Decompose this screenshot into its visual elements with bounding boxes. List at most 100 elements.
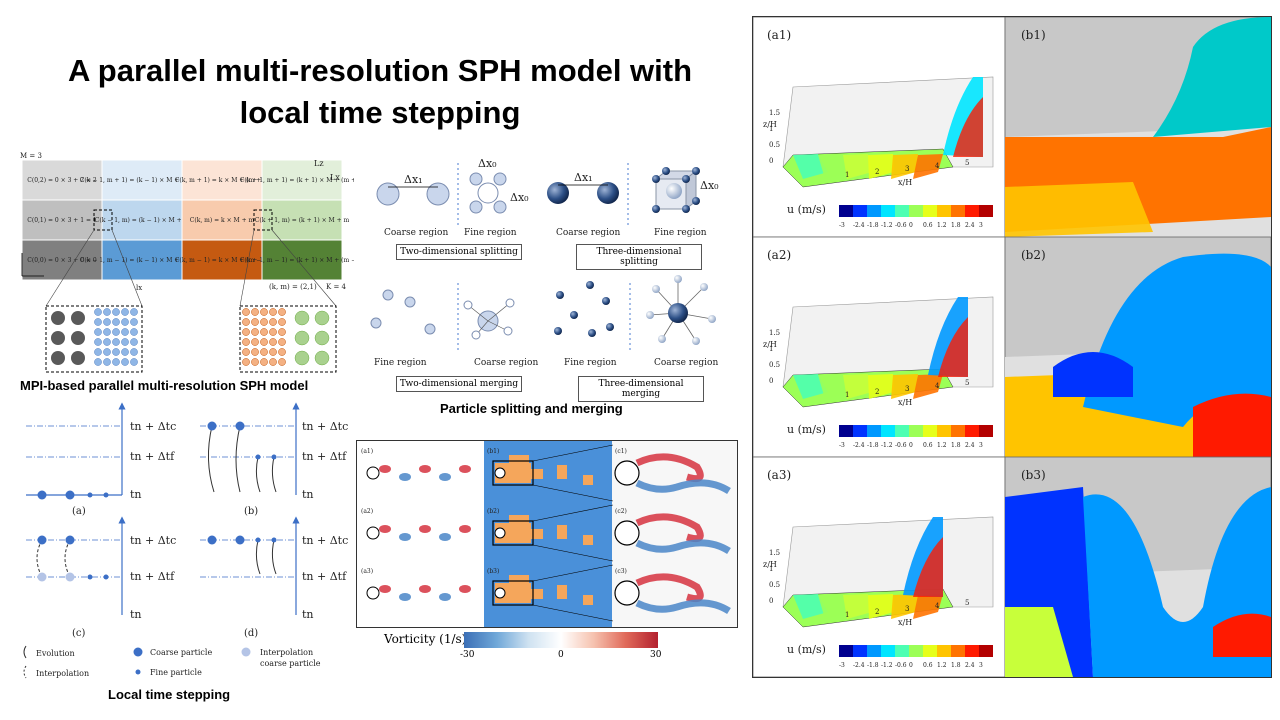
coarse-particle xyxy=(294,350,310,366)
fine-particle xyxy=(278,338,286,346)
zoom-line xyxy=(45,229,95,307)
zoom-line xyxy=(111,229,143,307)
grid-cell xyxy=(261,239,343,281)
z-tick: 1 xyxy=(769,125,773,133)
x-tick: 2 xyxy=(875,168,879,176)
zoom-box-right xyxy=(253,209,273,231)
two-d-merging-box: Two-dimensional merging xyxy=(396,376,522,392)
grid-cell-label: C(k + 1, m − 1) = (k + 1) × M + (m − 1) xyxy=(240,257,354,264)
fine-particle xyxy=(260,338,268,346)
fine-particle-2d xyxy=(382,289,394,301)
coarse-particle xyxy=(314,310,330,326)
z-axis-label: z/H xyxy=(763,340,777,349)
parent-particle-2d xyxy=(477,182,499,204)
dx1-label: Δx₁ xyxy=(404,173,423,186)
vorticity-colorbar xyxy=(464,632,658,648)
coarse-region-label-merge-3d: Coarse region xyxy=(654,358,718,368)
fine-particle xyxy=(103,338,111,346)
tf-label: tn + Δtf xyxy=(302,570,347,583)
vort-label-b: (b3) xyxy=(487,568,499,575)
grid-cell xyxy=(21,159,103,201)
tn-label: tn xyxy=(302,488,314,501)
fine-particle xyxy=(103,358,111,366)
k-label: K = 4 xyxy=(326,283,347,291)
x-tick: 4 xyxy=(935,602,940,610)
colorbar-segment xyxy=(839,205,853,217)
zoom-inset-right xyxy=(239,305,337,373)
interp-coarse-icon xyxy=(241,647,251,657)
cylinder-zoom xyxy=(614,460,640,486)
x-tick: 5 xyxy=(965,379,969,387)
colorbar-segment xyxy=(895,205,909,217)
fine-particle xyxy=(121,328,129,336)
colorbar-tick: 1.8 xyxy=(951,222,961,229)
fine-particle xyxy=(269,328,277,336)
legend-interp-coarse-2: coarse particle xyxy=(260,659,321,668)
dx1-label-3d: Δx₁ xyxy=(574,171,593,184)
vort-tick-min: -30 xyxy=(460,650,475,660)
fine-particle-2d xyxy=(370,317,382,329)
x-tick: 2 xyxy=(875,608,879,616)
fine-particle xyxy=(103,328,111,336)
fine-particle xyxy=(251,318,259,326)
legend-coarse: Coarse particle xyxy=(150,648,212,657)
refine-block xyxy=(495,583,531,603)
grid-cell-label: C(0,2) = 0 × 3 + 2 = 2 xyxy=(27,177,97,184)
colorbar-segment xyxy=(965,205,979,217)
sim-label-a: (a3) xyxy=(767,468,791,482)
z-tick: 0.5 xyxy=(769,141,780,149)
fine-particle xyxy=(130,338,138,346)
x-tick: 3 xyxy=(905,385,909,393)
mpi-caption: MPI-based parallel multi-resolution SPH … xyxy=(20,378,309,393)
colorbar-tick: 0.6 xyxy=(923,662,933,669)
x-tick: 1 xyxy=(845,171,849,179)
colorbar-segment xyxy=(895,425,909,437)
colorbar-segment xyxy=(839,425,853,437)
panel-d-label: (d) xyxy=(244,628,258,639)
cylinder-zoom xyxy=(614,520,640,546)
fine-particle-3d xyxy=(652,205,660,213)
fine-particle xyxy=(278,328,286,336)
lx-label: Lx xyxy=(330,173,340,182)
vortex xyxy=(439,593,451,601)
km-label: (k, m) = (2,1) xyxy=(269,283,317,291)
coarse-particle-icon xyxy=(133,647,143,657)
colorbar-tick: -1.2 xyxy=(881,662,893,669)
colorbar-tick: -1.8 xyxy=(867,222,879,229)
tc-label: tn + Δtc xyxy=(302,420,348,433)
vortex xyxy=(379,585,391,593)
colorbar-tick: 1.2 xyxy=(937,442,947,449)
legend-fine: Fine particle xyxy=(150,668,202,677)
vort-tick-zero: 0 xyxy=(558,650,564,660)
x-axis-label: x/H xyxy=(898,178,912,187)
fine-particle-3d xyxy=(682,205,690,213)
fine-particle xyxy=(94,328,102,336)
fine-particle xyxy=(130,328,138,336)
splitting-diagram: Δx₁ Δx₀ Δx₀ Coarse region Fine region Δx… xyxy=(370,157,719,368)
vortex xyxy=(399,473,411,481)
grid-cell xyxy=(101,239,183,281)
grid-cell-label: C(k − 1, m − 1) = (k − 1) × M + (m − 1) xyxy=(80,257,204,264)
colorbar-segment xyxy=(965,425,979,437)
colorbar-segment xyxy=(895,645,909,657)
coarse-particle xyxy=(314,330,330,346)
colorbar-segment xyxy=(909,205,923,217)
fine-particle xyxy=(278,308,286,316)
colorbar-tick: -2.4 xyxy=(853,662,865,669)
dx0-label: Δx₀ xyxy=(510,191,529,204)
zoom-rect xyxy=(492,520,534,546)
colorbar-tick: -0.6 xyxy=(895,442,907,449)
coarse-particle-2d xyxy=(376,182,400,206)
fine-particle-3d xyxy=(682,175,690,183)
vorticity-figure: (a1) (b1) (c1) (a2) (b2) (c2) (a3) (b3) (c3) xyxy=(356,440,738,628)
refine-block xyxy=(495,463,531,483)
colorbar-tick: 2.4 xyxy=(965,222,975,229)
colorbar-tick: 1.8 xyxy=(951,662,961,669)
refine-block xyxy=(495,523,531,543)
colorbar-segment xyxy=(867,645,881,657)
colorbar-segment xyxy=(867,425,881,437)
fine-particle xyxy=(121,358,129,366)
vortex-zoom xyxy=(635,479,731,495)
panel-a-label: (a) xyxy=(72,506,86,517)
colorbar-segment xyxy=(965,645,979,657)
